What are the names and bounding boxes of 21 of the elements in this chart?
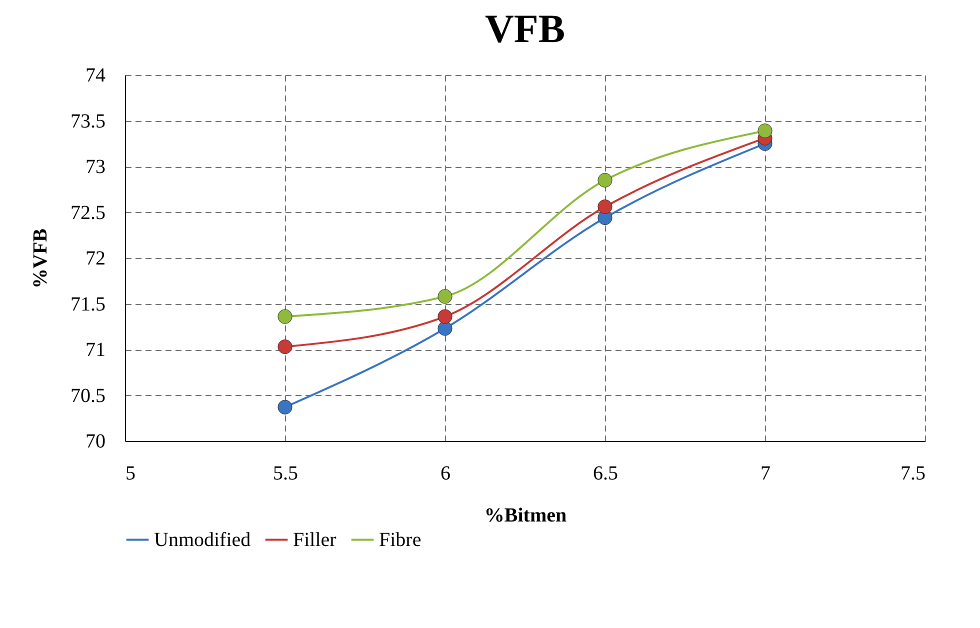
chart-title: VFB <box>485 6 565 51</box>
y-tick-label: 71.5 <box>70 293 106 316</box>
legend-label: Filler <box>293 528 337 551</box>
x-tick-label: 7 <box>760 462 770 484</box>
legend-label: Fibre <box>379 528 422 551</box>
y-tick-label: 70 <box>86 430 106 452</box>
y-tick-label: 72 <box>86 248 106 270</box>
y-tick-label: 72.5 <box>70 202 106 224</box>
y-tick-label: 74 <box>86 64 106 86</box>
x-tick-label: 6.5 <box>593 462 618 484</box>
x-axis-title: %Bitmen <box>484 504 567 526</box>
x-tick-label: 6 <box>440 462 450 484</box>
y-tick-label: 73 <box>86 156 106 178</box>
y-axis-title: %VFB <box>30 228 52 288</box>
y-tick-label: 70.5 <box>70 384 106 407</box>
x-tick-label: 5.5 <box>273 462 298 484</box>
legend-label: Unmodified <box>154 528 251 551</box>
y-tick-label: 73.5 <box>70 110 106 132</box>
x-tick-label: 7.5 <box>900 462 926 484</box>
y-tick-label: 71 <box>86 339 106 361</box>
x-tick-label: 5 <box>126 462 136 484</box>
